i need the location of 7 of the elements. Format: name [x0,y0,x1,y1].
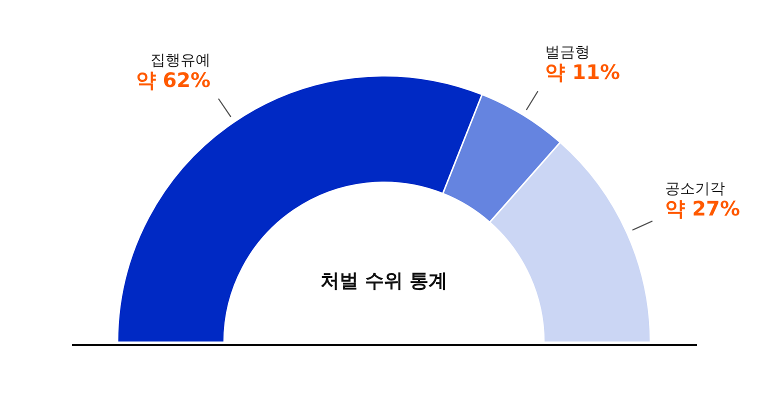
slice-label: 벌금형 [545,43,590,62]
data-label: 약 62% [136,68,211,92]
slice-label: 집행유예 [150,51,211,70]
text: 처벌 수위 통계 [320,270,448,292]
data-label: 약 27% [665,196,740,220]
slice-label: 공소기각 [665,179,726,198]
data-label: 약 11% [545,60,620,84]
